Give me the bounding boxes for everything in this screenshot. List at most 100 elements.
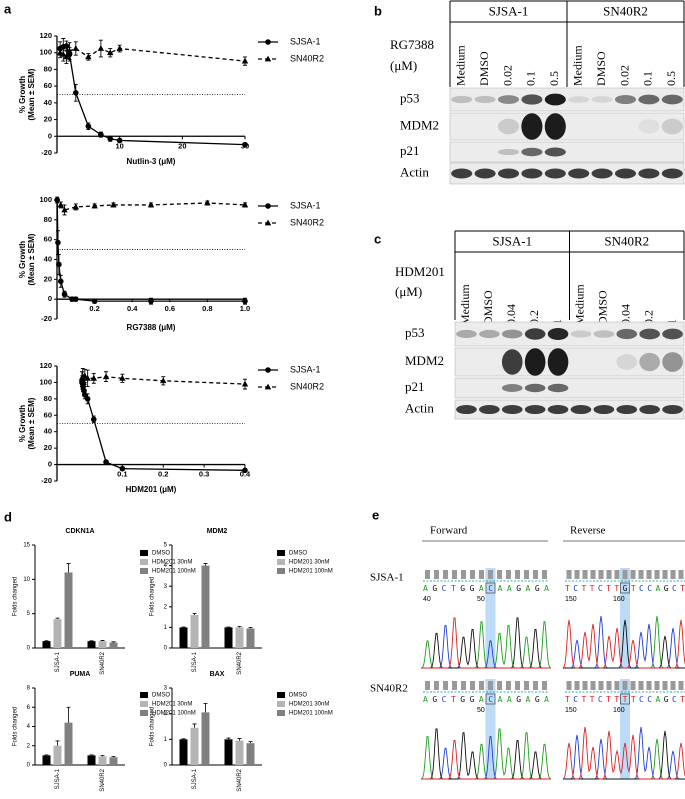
quality-bar <box>461 681 466 690</box>
data-point <box>107 135 114 142</box>
x-tick-label: SN40R2 <box>100 651 106 674</box>
quality-bar <box>606 681 612 690</box>
quality-bar <box>606 570 612 579</box>
y-axis-label: Folds changed <box>150 577 156 616</box>
trace <box>421 617 551 669</box>
x-tick-label: 0.2 <box>158 470 168 479</box>
error-bar <box>55 740 60 746</box>
band <box>497 118 520 135</box>
lane-label: 0.04 <box>504 304 518 325</box>
band <box>451 168 473 179</box>
bar <box>87 641 96 648</box>
y-tick-label: 100 <box>39 195 52 204</box>
position-label: 160 <box>613 596 625 603</box>
data-point <box>73 296 79 302</box>
x-tick-label: SN40R2 <box>100 768 106 791</box>
x-tick-label: 0.3 <box>199 470 209 479</box>
row-label: MDM2 <box>400 117 439 132</box>
lane-label: 0.1 <box>641 71 655 86</box>
bar <box>246 628 255 648</box>
bar <box>87 755 96 765</box>
chart-title: BAX <box>210 671 225 678</box>
blot-strip <box>449 141 685 163</box>
band <box>521 168 543 179</box>
data-point <box>119 374 126 381</box>
band <box>547 404 569 415</box>
error-bar <box>203 703 208 713</box>
data-point <box>72 203 79 210</box>
y-tick-label: 3 <box>164 584 168 590</box>
band <box>479 404 500 415</box>
band <box>593 330 615 338</box>
y-tick-label: 5 <box>27 611 31 617</box>
quality-bar <box>598 681 604 690</box>
panel-label: a <box>4 1 12 16</box>
data-point <box>241 57 249 64</box>
y-axis-label: Folds changed <box>150 707 156 746</box>
variant-highlight <box>620 568 630 668</box>
y-tick-label: 2 <box>164 711 168 717</box>
variant-box <box>485 582 496 594</box>
x-tick-label: 0.4 <box>240 470 251 479</box>
quality-bar <box>646 681 652 690</box>
band <box>474 95 496 104</box>
band <box>593 404 615 415</box>
band <box>501 404 523 415</box>
bar <box>179 739 188 765</box>
band <box>614 94 637 105</box>
y-tick-label: 100 <box>39 377 52 386</box>
y-tick-label: 0 <box>48 460 52 469</box>
y-axis-label: % Growth <box>18 405 27 442</box>
error-bar <box>100 640 105 642</box>
y-tick-label: 40 <box>44 254 52 263</box>
series-line <box>81 381 246 471</box>
legend-label: HDM201 30nM <box>289 702 329 708</box>
band <box>521 147 543 157</box>
x-tick-label: 0.1 <box>117 470 127 479</box>
legend-swatch <box>277 701 285 707</box>
quality-bar <box>470 681 475 690</box>
error-bar <box>100 754 105 757</box>
error-bar <box>111 641 116 643</box>
row-label: p21 <box>405 379 425 394</box>
quality-bar <box>497 681 502 690</box>
data-point <box>73 90 79 96</box>
band <box>591 96 613 103</box>
error-bar <box>203 563 208 566</box>
y-axis-label: (Mean ± SEM) <box>27 68 36 120</box>
band <box>521 94 543 105</box>
legend-label: SN40R2 <box>290 217 324 227</box>
quality-bar <box>461 570 466 579</box>
lane-label: DMSO <box>481 290 495 325</box>
y-tick-label: 15 <box>23 543 30 549</box>
lane-label: DMSO <box>596 290 610 325</box>
band <box>524 348 546 376</box>
row-label: p53 <box>405 325 425 340</box>
position-label: 50 <box>477 596 485 603</box>
quality-bar <box>506 681 511 690</box>
y-tick-label: 20 <box>44 115 52 124</box>
trace <box>562 726 685 780</box>
error-bar <box>226 737 231 740</box>
y-tick-label: -20 <box>41 148 52 157</box>
legend-swatch <box>140 559 148 565</box>
bar <box>98 641 107 648</box>
quality-bar <box>515 681 520 690</box>
legend-label: DMSO <box>289 551 307 557</box>
band <box>547 383 569 393</box>
bar <box>42 755 51 765</box>
legend-label: HDM201 100nM <box>152 711 196 717</box>
quality-bar <box>662 681 668 690</box>
data-point <box>241 380 249 387</box>
quality-bar <box>488 570 493 579</box>
bar <box>190 615 199 648</box>
band <box>639 404 660 415</box>
legend-label: SJSA-1 <box>290 364 321 374</box>
panel-label: c <box>374 231 381 246</box>
data-point <box>148 298 154 304</box>
lane-label: 0.04 <box>619 304 633 325</box>
quality-bar <box>590 570 596 579</box>
